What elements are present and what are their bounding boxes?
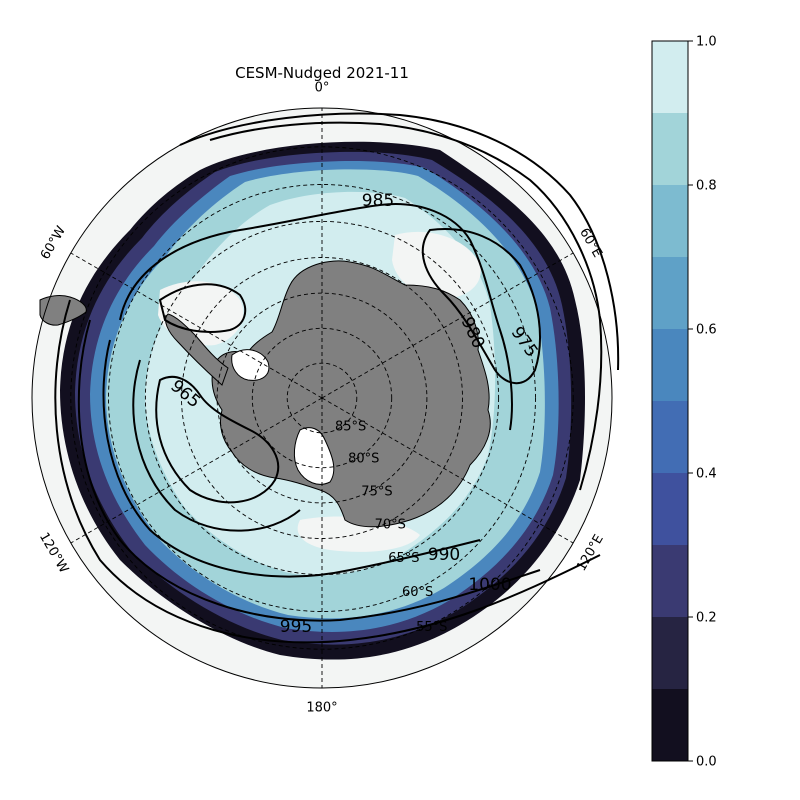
- contour-line: [77, 319, 541, 622]
- latitude-circle: [216, 292, 428, 504]
- colorbar-tick-label: 0.6: [696, 323, 717, 338]
- latitude-label: 60°S: [402, 585, 433, 600]
- colorbar-tick-label: 0.8: [696, 179, 717, 194]
- colorbar-levels: [652, 41, 688, 761]
- ross-ice-shelf: [293, 427, 335, 485]
- colorbar-level: [652, 401, 688, 473]
- contour-label-985: 985: [362, 191, 394, 211]
- map-boundary: [31, 107, 613, 689]
- map-title: CESM-Nudged 2021-11: [235, 64, 409, 82]
- latitude-label: 55°S: [416, 620, 447, 635]
- contour-line: [102, 339, 481, 578]
- colorbar-level: [652, 617, 688, 689]
- contour-label-995: 995: [280, 617, 312, 637]
- colorbar-tick-label: 0.0: [696, 755, 717, 770]
- contour-line: [132, 359, 301, 532]
- longitude-label: 60°W: [38, 224, 69, 263]
- colorbar-frame: [651, 40, 689, 762]
- colorbar-tick-label: 1.0: [696, 35, 717, 50]
- meridian-line: [70, 397, 323, 544]
- latitude-label: 75°S: [361, 484, 392, 499]
- meridian-line: [321, 252, 574, 399]
- colorbar-level: [652, 41, 688, 113]
- contour-line: [179, 112, 620, 371]
- contour-label-990: 990: [428, 545, 460, 565]
- colorbar-level: [652, 545, 688, 617]
- longitude-label: 60°E: [576, 226, 605, 261]
- land-masses: [39, 260, 491, 528]
- antarctic-peninsula: [165, 313, 229, 386]
- contour-line: [119, 203, 513, 431]
- longitude-label: 120°W: [36, 530, 71, 576]
- pressure-contours: [54, 112, 620, 644]
- longitude-label: 0°: [315, 81, 330, 96]
- latitude-circle: [251, 327, 393, 469]
- latitude-labels: 85°S 80°S 75°S 70°S 65°S 60°S 55°S: [335, 419, 447, 635]
- latitude-label: 80°S: [348, 452, 379, 467]
- meridian-line: [321, 397, 574, 544]
- meridian-line: [70, 252, 323, 399]
- contour-line: [54, 299, 601, 644]
- colorbar-level: [652, 473, 688, 545]
- latitude-circle: [144, 220, 500, 576]
- colorbar-level: [652, 689, 688, 761]
- colorbar-ticks: 0.0 0.2 0.4 0.6 0.8 1.0: [688, 35, 717, 770]
- colorbar-level: [652, 113, 688, 185]
- latitude-label: 85°S: [335, 419, 366, 434]
- weddell-ice-shelf: [231, 349, 270, 381]
- latitude-label: 70°S: [375, 517, 406, 532]
- colorbar-tick-label: 0.4: [696, 467, 717, 482]
- antarctica-landmass: [211, 260, 491, 528]
- contour-line: [209, 121, 603, 491]
- contour-line: [421, 228, 541, 385]
- polar-map: 985 980 975 965 990 1000 995 85°S80°S75°…: [31, 81, 620, 716]
- colorbar-tick-label: 0.2: [696, 611, 717, 626]
- contour-line: [155, 375, 280, 504]
- contour-label-1000: 1000: [468, 575, 511, 595]
- colorbar-level: [652, 329, 688, 401]
- longitude-label: 120°E: [574, 532, 607, 574]
- open-water-patch-2: [392, 231, 481, 299]
- colorbar-level: [652, 185, 688, 257]
- latitude-label: 65°S: [388, 551, 419, 566]
- longitude-label: 180°: [306, 701, 337, 716]
- latitude-circle: [286, 362, 358, 434]
- latitude-circle: [108, 184, 536, 612]
- colorbar: 0.0 0.2 0.4 0.6 0.8 1.0: [651, 35, 717, 770]
- graticule: [70, 108, 574, 688]
- colorbar-level: [652, 257, 688, 329]
- contour-line: [158, 283, 247, 333]
- latitude-circle: [70, 146, 574, 650]
